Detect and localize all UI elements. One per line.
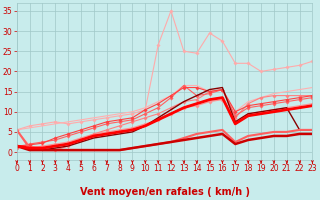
X-axis label: Vent moyen/en rafales ( km/h ): Vent moyen/en rafales ( km/h ) bbox=[80, 187, 250, 197]
